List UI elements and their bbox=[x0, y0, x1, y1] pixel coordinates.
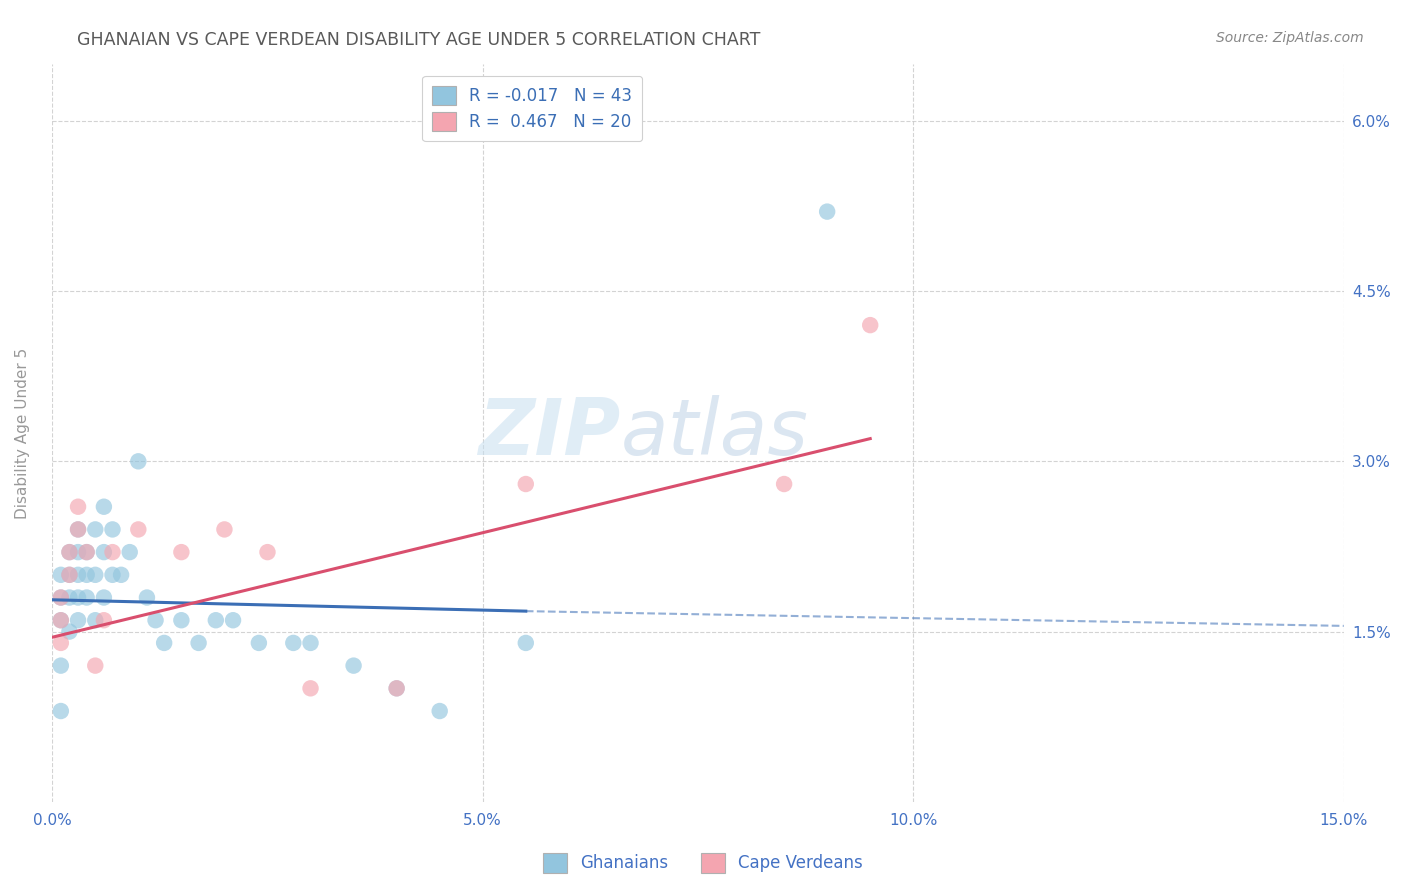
Point bbox=[385, 681, 408, 696]
Text: ZIP: ZIP bbox=[478, 395, 620, 471]
Point bbox=[101, 545, 124, 559]
Point bbox=[49, 591, 72, 605]
Point bbox=[773, 477, 796, 491]
Point bbox=[76, 545, 98, 559]
Point bbox=[859, 318, 882, 332]
Point bbox=[49, 567, 72, 582]
Point bbox=[283, 636, 305, 650]
Point bbox=[58, 567, 80, 582]
Point bbox=[170, 613, 193, 627]
Point bbox=[101, 567, 124, 582]
Point bbox=[385, 681, 408, 696]
Point bbox=[815, 204, 838, 219]
Point bbox=[342, 658, 364, 673]
Point bbox=[49, 636, 72, 650]
Point bbox=[49, 613, 72, 627]
Point bbox=[58, 624, 80, 639]
Text: GHANAIAN VS CAPE VERDEAN DISABILITY AGE UNDER 5 CORRELATION CHART: GHANAIAN VS CAPE VERDEAN DISABILITY AGE … bbox=[77, 31, 761, 49]
Point bbox=[222, 613, 245, 627]
Point bbox=[67, 523, 90, 537]
Point bbox=[93, 591, 115, 605]
Point bbox=[67, 500, 90, 514]
Point bbox=[67, 545, 90, 559]
Point bbox=[84, 567, 107, 582]
Point bbox=[256, 545, 278, 559]
Point bbox=[299, 681, 322, 696]
Legend: R = -0.017   N = 43, R =  0.467   N = 20: R = -0.017 N = 43, R = 0.467 N = 20 bbox=[422, 76, 643, 141]
Point bbox=[49, 591, 72, 605]
Point bbox=[170, 545, 193, 559]
Y-axis label: Disability Age Under 5: Disability Age Under 5 bbox=[15, 347, 30, 518]
Point bbox=[67, 591, 90, 605]
Text: Source: ZipAtlas.com: Source: ZipAtlas.com bbox=[1216, 31, 1364, 45]
Point bbox=[515, 477, 537, 491]
Point bbox=[214, 523, 236, 537]
Point bbox=[127, 454, 149, 468]
Point bbox=[49, 658, 72, 673]
Point bbox=[429, 704, 451, 718]
Point bbox=[49, 704, 72, 718]
Legend: Ghanaians, Cape Verdeans: Ghanaians, Cape Verdeans bbox=[537, 847, 869, 880]
Text: atlas: atlas bbox=[620, 395, 808, 471]
Point bbox=[76, 567, 98, 582]
Point bbox=[84, 613, 107, 627]
Point bbox=[205, 613, 228, 627]
Point bbox=[49, 613, 72, 627]
Point bbox=[58, 567, 80, 582]
Point bbox=[136, 591, 159, 605]
Point bbox=[110, 567, 132, 582]
Point bbox=[93, 545, 115, 559]
Point bbox=[118, 545, 141, 559]
Point bbox=[127, 523, 149, 537]
Point bbox=[67, 523, 90, 537]
Point bbox=[187, 636, 209, 650]
Point bbox=[145, 613, 167, 627]
Point bbox=[58, 545, 80, 559]
Point bbox=[299, 636, 322, 650]
Point bbox=[515, 636, 537, 650]
Point bbox=[76, 545, 98, 559]
Point bbox=[67, 613, 90, 627]
Point bbox=[101, 523, 124, 537]
Point bbox=[67, 567, 90, 582]
Point bbox=[93, 613, 115, 627]
Point bbox=[58, 591, 80, 605]
Point bbox=[153, 636, 176, 650]
Point bbox=[93, 500, 115, 514]
Point bbox=[76, 591, 98, 605]
Point bbox=[247, 636, 270, 650]
Point bbox=[58, 545, 80, 559]
Point bbox=[84, 658, 107, 673]
Point bbox=[84, 523, 107, 537]
